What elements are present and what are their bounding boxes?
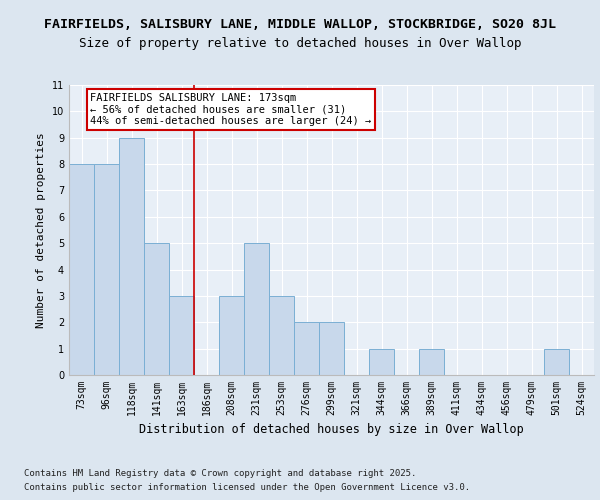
Bar (319, 322, 344, 375)
Bar (94, 164, 119, 375)
Y-axis label: Number of detached properties: Number of detached properties (37, 132, 46, 328)
Text: Size of property relative to detached houses in Over Wallop: Size of property relative to detached ho… (79, 38, 521, 51)
Bar (69, 164, 94, 375)
Text: Contains public sector information licensed under the Open Government Licence v3: Contains public sector information licen… (24, 484, 470, 492)
Bar (369, 348, 394, 375)
Bar (119, 138, 144, 375)
X-axis label: Distribution of detached houses by size in Over Wallop: Distribution of detached houses by size … (139, 424, 524, 436)
Text: FAIRFIELDS, SALISBURY LANE, MIDDLE WALLOP, STOCKBRIDGE, SO20 8JL: FAIRFIELDS, SALISBURY LANE, MIDDLE WALLO… (44, 18, 556, 30)
Bar (244, 243, 269, 375)
Text: Contains HM Land Registry data © Crown copyright and database right 2025.: Contains HM Land Registry data © Crown c… (24, 468, 416, 477)
Bar (169, 296, 194, 375)
Bar (269, 296, 294, 375)
Bar (419, 348, 444, 375)
Bar (544, 348, 569, 375)
Bar (219, 296, 244, 375)
Text: FAIRFIELDS SALISBURY LANE: 173sqm
← 56% of detached houses are smaller (31)
44% : FAIRFIELDS SALISBURY LANE: 173sqm ← 56% … (90, 93, 371, 126)
Bar (144, 243, 169, 375)
Bar (294, 322, 319, 375)
